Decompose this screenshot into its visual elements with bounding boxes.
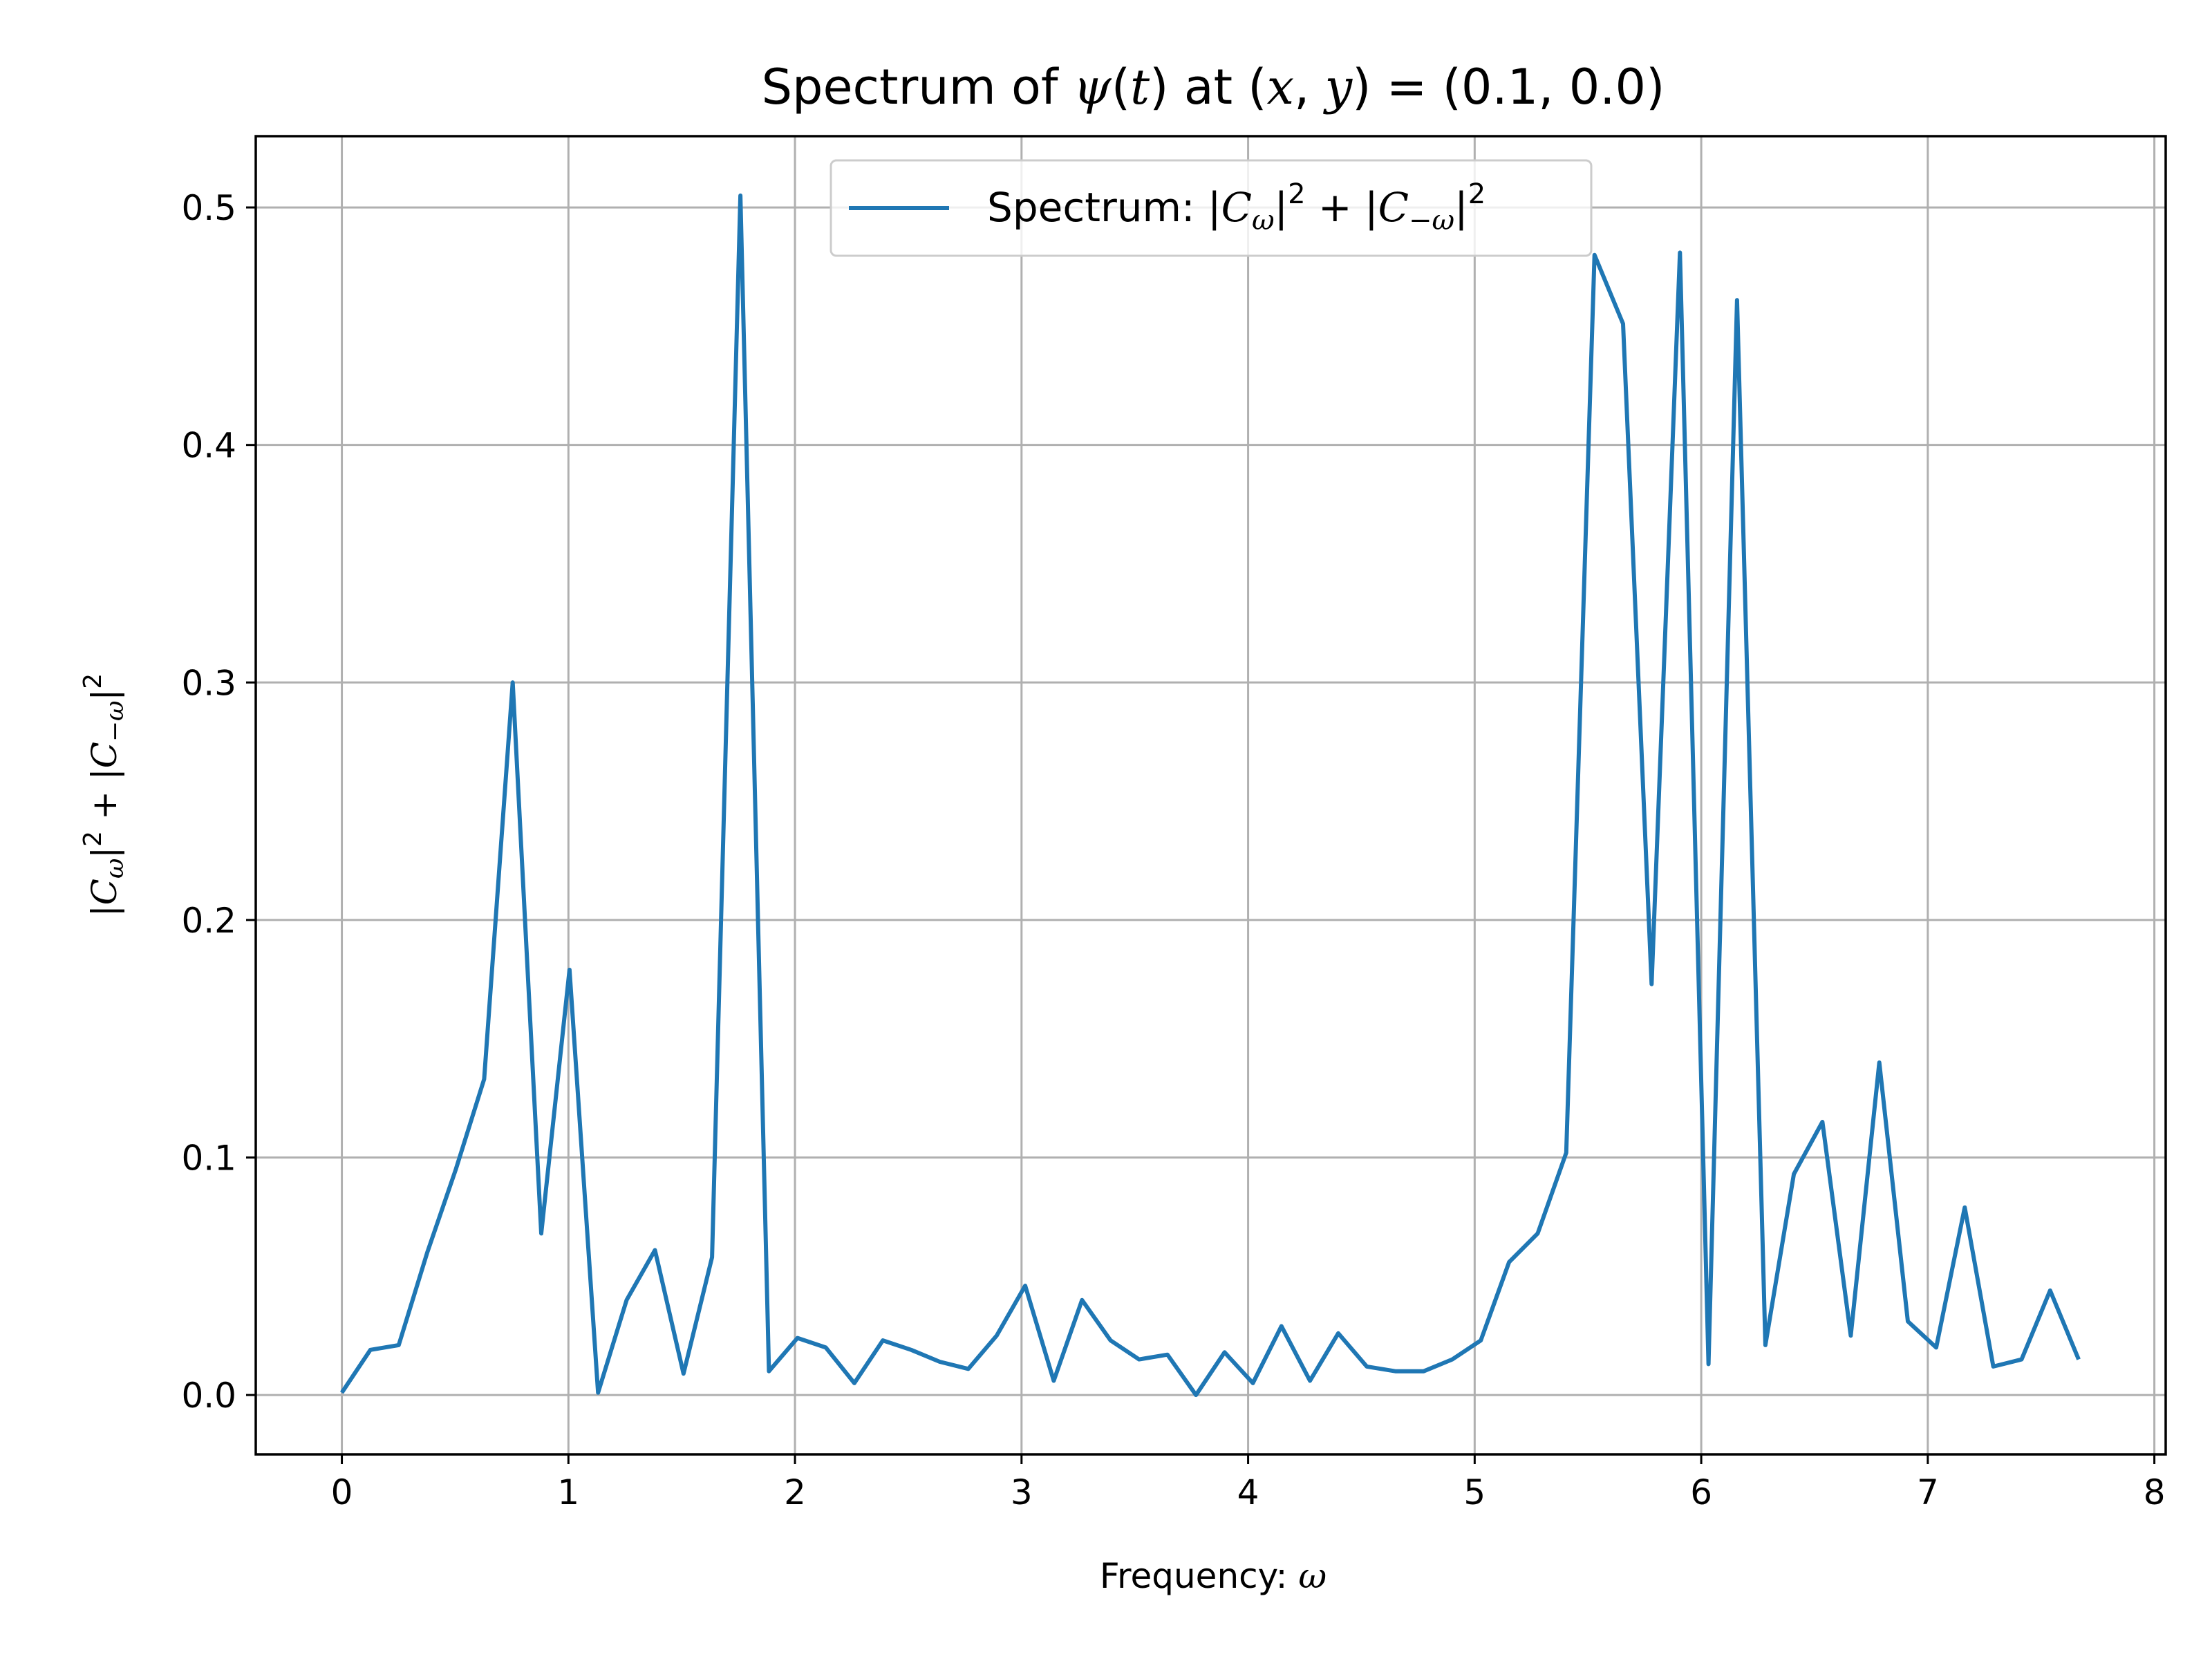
legend-entry-label: Spectrum: |Cω|2 + |C−ω|2 [987,178,1485,236]
axis-ticks: 0 1 2 3 4 5 6 7 8 0.0 0.1 0.2 0.3 0.4 0.5 [181,188,2165,1512]
y-tick-label: 0.5 [181,188,236,228]
plot-frame [254,135,2167,1456]
chart-title: Spectrum of ψ(t) at (x, y) = (0.1, 0.0) [762,59,1665,115]
y-tick-label: 0.3 [181,663,236,703]
x-tick-label: 0 [331,1472,353,1512]
x-tick-label: 1 [557,1472,579,1512]
series-layer [340,193,2081,1398]
x-axis-label: Frequency: ω [1100,1556,1327,1596]
y-tick-label: 0.4 [181,426,236,466]
spectrum-series-line [340,193,2081,1398]
legend: Spectrum: |Cω|2 + |C−ω|2 [830,159,1593,257]
x-tick-label: 4 [1237,1472,1259,1512]
x-tick-label: 6 [1690,1472,1712,1512]
y-tick-label: 0.1 [181,1138,236,1178]
x-tick-label: 3 [1011,1472,1033,1512]
x-tick-label: 2 [784,1472,806,1512]
legend-box [830,159,1593,257]
x-tick-label: 5 [1463,1472,1485,1512]
x-tick-label: 8 [2144,1472,2166,1512]
y-tick-label: 0.2 [181,901,236,941]
x-tick-label: 7 [1917,1472,1939,1512]
y-tick-label: 0.0 [181,1376,236,1416]
y-axis-label: |Cω|2 + |C−ω|2 [79,673,129,917]
